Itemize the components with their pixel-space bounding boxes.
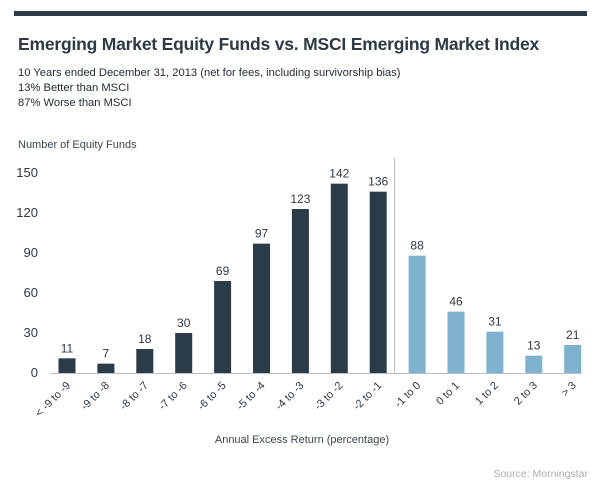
x-tick-label: -9 to -8 [79,380,112,413]
bar [291,209,309,373]
y-tick-label: 150 [16,165,38,180]
x-tick-label: -4 to -3 [273,380,306,413]
bar [214,281,232,373]
x-axis-title: Annual Excess Return (percentage) [214,434,390,446]
x-tick-label: -1 to 0 [393,380,424,411]
bar-value-label: 97 [255,227,269,241]
bar-value-label: 13 [527,339,541,353]
bar [564,345,582,373]
x-tick-label: 0 to 1 [434,380,462,408]
bar [330,183,348,373]
bar [175,333,193,373]
x-tick-label: < -9 to -9 [33,380,73,420]
x-tick-label: -6 to -5 [196,380,229,413]
bar-value-label: 123 [290,192,310,206]
bar [525,355,543,373]
bar [447,311,465,373]
bar-value-label: 136 [368,175,388,189]
bar [97,363,115,373]
chart-subtitle-worse: 87% Worse than MSCI [18,97,132,109]
bar [408,255,426,373]
bar-value-label: 69 [216,264,230,278]
y-axis-title: Number of Equity Funds [18,139,137,151]
bar [486,331,504,373]
bar-value-label: 11 [61,341,74,355]
x-tick-label: -2 to -1 [351,380,384,413]
x-tick-label: -7 to -6 [157,380,190,413]
bar [369,191,387,373]
bar-value-label: 18 [138,332,152,346]
x-tick-label: -3 to -2 [312,380,345,413]
x-tick-label: > 3 [559,380,579,400]
x-tick-label: -5 to -4 [234,380,267,413]
bar-value-label: 7 [103,347,110,361]
y-tick-label: 30 [24,325,38,340]
y-tick-label: 0 [31,365,38,380]
y-tick-label: 60 [24,285,38,300]
x-tick-label: -8 to -7 [118,380,151,413]
top-rule [14,11,587,16]
chart-subtitle-better: 13% Better than MSCI [18,82,130,94]
bar-value-label: 46 [449,295,463,309]
y-tick-label: 90 [24,245,38,260]
x-tick-label: 1 to 2 [473,380,501,408]
bar-value-label: 21 [566,328,580,342]
bar [58,358,76,373]
chart-subtitle-period: 10 Years ended December 31, 2013 (net fo… [18,67,401,79]
bar-value-label: 142 [329,167,349,181]
chart-title: Emerging Market Equity Funds vs. MSCI Em… [18,34,540,54]
x-tick-label: 2 to 3 [512,380,540,408]
bar-value-label: 30 [177,316,191,330]
y-tick-label: 120 [16,205,38,220]
x-axis-title-wrap: Annual Excess Return (percentage) [0,434,604,446]
bar [253,243,270,373]
bar-value-label: 88 [410,239,424,253]
bar-value-label: 31 [488,315,502,329]
bar [136,349,154,373]
source-note: Source: Morningstar [493,468,588,480]
